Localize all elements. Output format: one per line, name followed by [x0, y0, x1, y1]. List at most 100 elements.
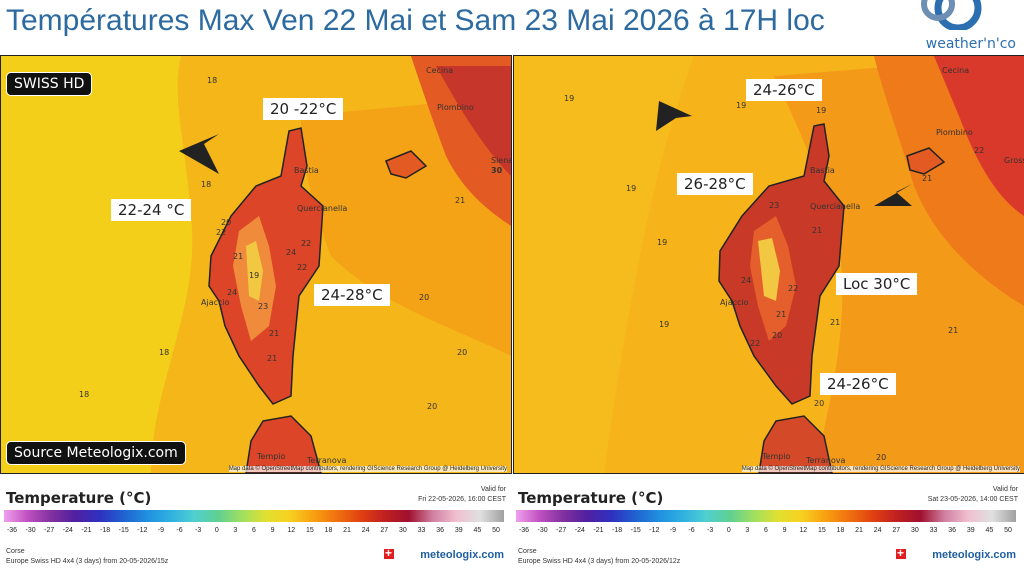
map-panel-friday: SWISS HD Source Meteologix.com 20 -22°C …: [0, 55, 512, 474]
scale-tick-label: 24: [873, 527, 882, 534]
scale-tick-label: -21: [593, 527, 604, 534]
value-label: 21: [948, 326, 959, 335]
meteologix-logo-icon: meteologix.com: [420, 549, 504, 561]
scale-tick-label: 18: [836, 527, 845, 534]
model-label: Europe Swiss HD 4x4 (3 days) from 20-05-…: [518, 558, 681, 565]
place-cecina: Cecina: [942, 66, 970, 75]
temp-label-north: 24-26°C: [746, 79, 822, 101]
color-scale-bar: [4, 510, 504, 522]
value-label: 21: [267, 354, 278, 363]
value-label: 22: [297, 263, 308, 272]
scale-tick-label: 18: [324, 527, 333, 534]
value-label: 22: [750, 339, 761, 348]
value-label: 21: [269, 329, 280, 338]
source-badge: Source Meteologix.com: [6, 441, 186, 465]
model-label: Europe Swiss HD 4x4 (3 days) from 20-05-…: [6, 558, 169, 565]
meteologix-logo-icon: meteologix.com: [932, 549, 1016, 561]
scale-tick-label: 33: [417, 527, 426, 534]
swiss-flag-icon: [896, 546, 906, 560]
value-label: 24: [227, 288, 238, 297]
value-label: 18: [207, 76, 218, 85]
valid-for-label: Valid for: [992, 486, 1018, 493]
place-cecina: Cecina: [426, 66, 454, 75]
value-label: 19: [657, 238, 668, 247]
model-badge: SWISS HD: [6, 72, 93, 96]
legend-valid: Valid for Fri 22-05-2026, 16:00 CEST: [418, 485, 506, 505]
place-grosseto: Grosseto: [1004, 156, 1024, 165]
scale-tick-label: 15: [817, 527, 826, 534]
scale-tick-label: -15: [630, 527, 641, 534]
place-ajaccio: Ajaccio: [201, 298, 230, 307]
scale-ticks: -36 -30 -27 -24 -21 -18 -15 -12 -9 -6 -3 0 3 6 9 12 15 18…: [516, 527, 1016, 537]
scale-ticks: -36 -30 -27 -24 -21 -18 -15 -12 -9 -6 -3 0 3 6 9 12 15 18…: [4, 527, 504, 537]
value-label: 20: [427, 402, 438, 411]
place-quercianella: Quercianella: [297, 204, 348, 213]
scale-tick-label: -6: [176, 527, 183, 534]
wind-arrow-icon: [874, 184, 912, 206]
place-siena: Siena: [491, 156, 512, 165]
legend-title: Temperature (°C): [6, 489, 152, 507]
map-attribution: Map data © OpenStreetMap contributors, r…: [228, 466, 507, 472]
value-label: 22: [788, 284, 799, 293]
scale-tick-label: 9: [270, 527, 275, 534]
place-terranova: Terranova: [307, 456, 347, 465]
place-piombino: Piombino: [437, 103, 474, 112]
value-label: 19: [564, 94, 575, 103]
scale-tick-label: -21: [81, 527, 92, 534]
place-tempio: Tempio: [257, 452, 286, 461]
valid-time: Fri 22-05-2026, 16:00 CEST: [418, 496, 506, 503]
scale-tick-label: -30: [537, 527, 548, 534]
temp-label-south: 24-26°C: [820, 373, 896, 395]
wind-arrow-icon: [179, 134, 219, 174]
temperature-map-left: [1, 56, 511, 473]
scale-tick-label: -3: [195, 527, 202, 534]
value-label: 21: [922, 174, 933, 183]
temp-label-west: 26-28°C: [677, 173, 753, 195]
scale-tick-label: 0: [726, 527, 731, 534]
value-label: 20: [814, 399, 825, 408]
scale-tick-label: -3: [707, 527, 714, 534]
place-ajaccio: Ajaccio: [720, 298, 749, 307]
temperature-map-right: [514, 56, 1024, 473]
valid-for-label: Valid for: [480, 486, 506, 493]
value-label: 18: [201, 180, 212, 189]
place-tempio: Tempio: [762, 452, 791, 461]
scale-tick-label: 45: [985, 527, 994, 534]
scale-tick-label: 12: [799, 527, 808, 534]
value-label: 30: [491, 166, 503, 175]
value-label: 18: [159, 348, 170, 357]
value-label: 19: [736, 101, 747, 110]
legend-saturday: Temperature (°C) Valid for Sat 23-05-202…: [512, 475, 1024, 571]
scale-tick-label: 27: [380, 527, 389, 534]
scale-tick-label: -18: [100, 527, 111, 534]
scale-tick-label: -18: [612, 527, 623, 534]
scale-tick-label: -6: [688, 527, 695, 534]
value-label: 20: [876, 453, 887, 462]
wind-arrow-icon: [656, 101, 692, 131]
page-title: Températures Max Ven 22 Mai et Sam 23 Ma…: [6, 4, 825, 37]
value-label: 20: [457, 348, 468, 357]
scale-tick-label: 21: [343, 527, 351, 534]
temp-label-west: 22-24 °C: [111, 199, 192, 221]
place-bastia: Bastia: [294, 166, 319, 175]
scale-tick-label: 9: [782, 527, 787, 534]
brand-name: weather'n'co: [925, 36, 1016, 52]
place-bastia: Bastia: [810, 166, 835, 175]
scale-tick-label: 39: [966, 527, 975, 534]
value-label: 22: [216, 228, 227, 237]
place-piombino: Piombino: [936, 128, 973, 137]
value-label: 18: [79, 390, 90, 399]
scale-tick-label: -12: [137, 527, 148, 534]
scale-tick-label: -27: [556, 527, 567, 534]
region-label: Corse: [6, 548, 25, 555]
value-label: 19: [659, 320, 670, 329]
value-label: 21: [776, 310, 787, 319]
place-terranova: Terranova: [806, 456, 846, 465]
scale-tick-label: 15: [305, 527, 314, 534]
value-label: 21: [830, 318, 841, 327]
value-label: 24: [286, 248, 297, 257]
scale-tick-label: 50: [1004, 527, 1012, 534]
scale-tick-label: -27: [44, 527, 55, 534]
scale-tick-label: -24: [574, 527, 585, 534]
temp-label-east: 24-28°C: [314, 284, 390, 306]
